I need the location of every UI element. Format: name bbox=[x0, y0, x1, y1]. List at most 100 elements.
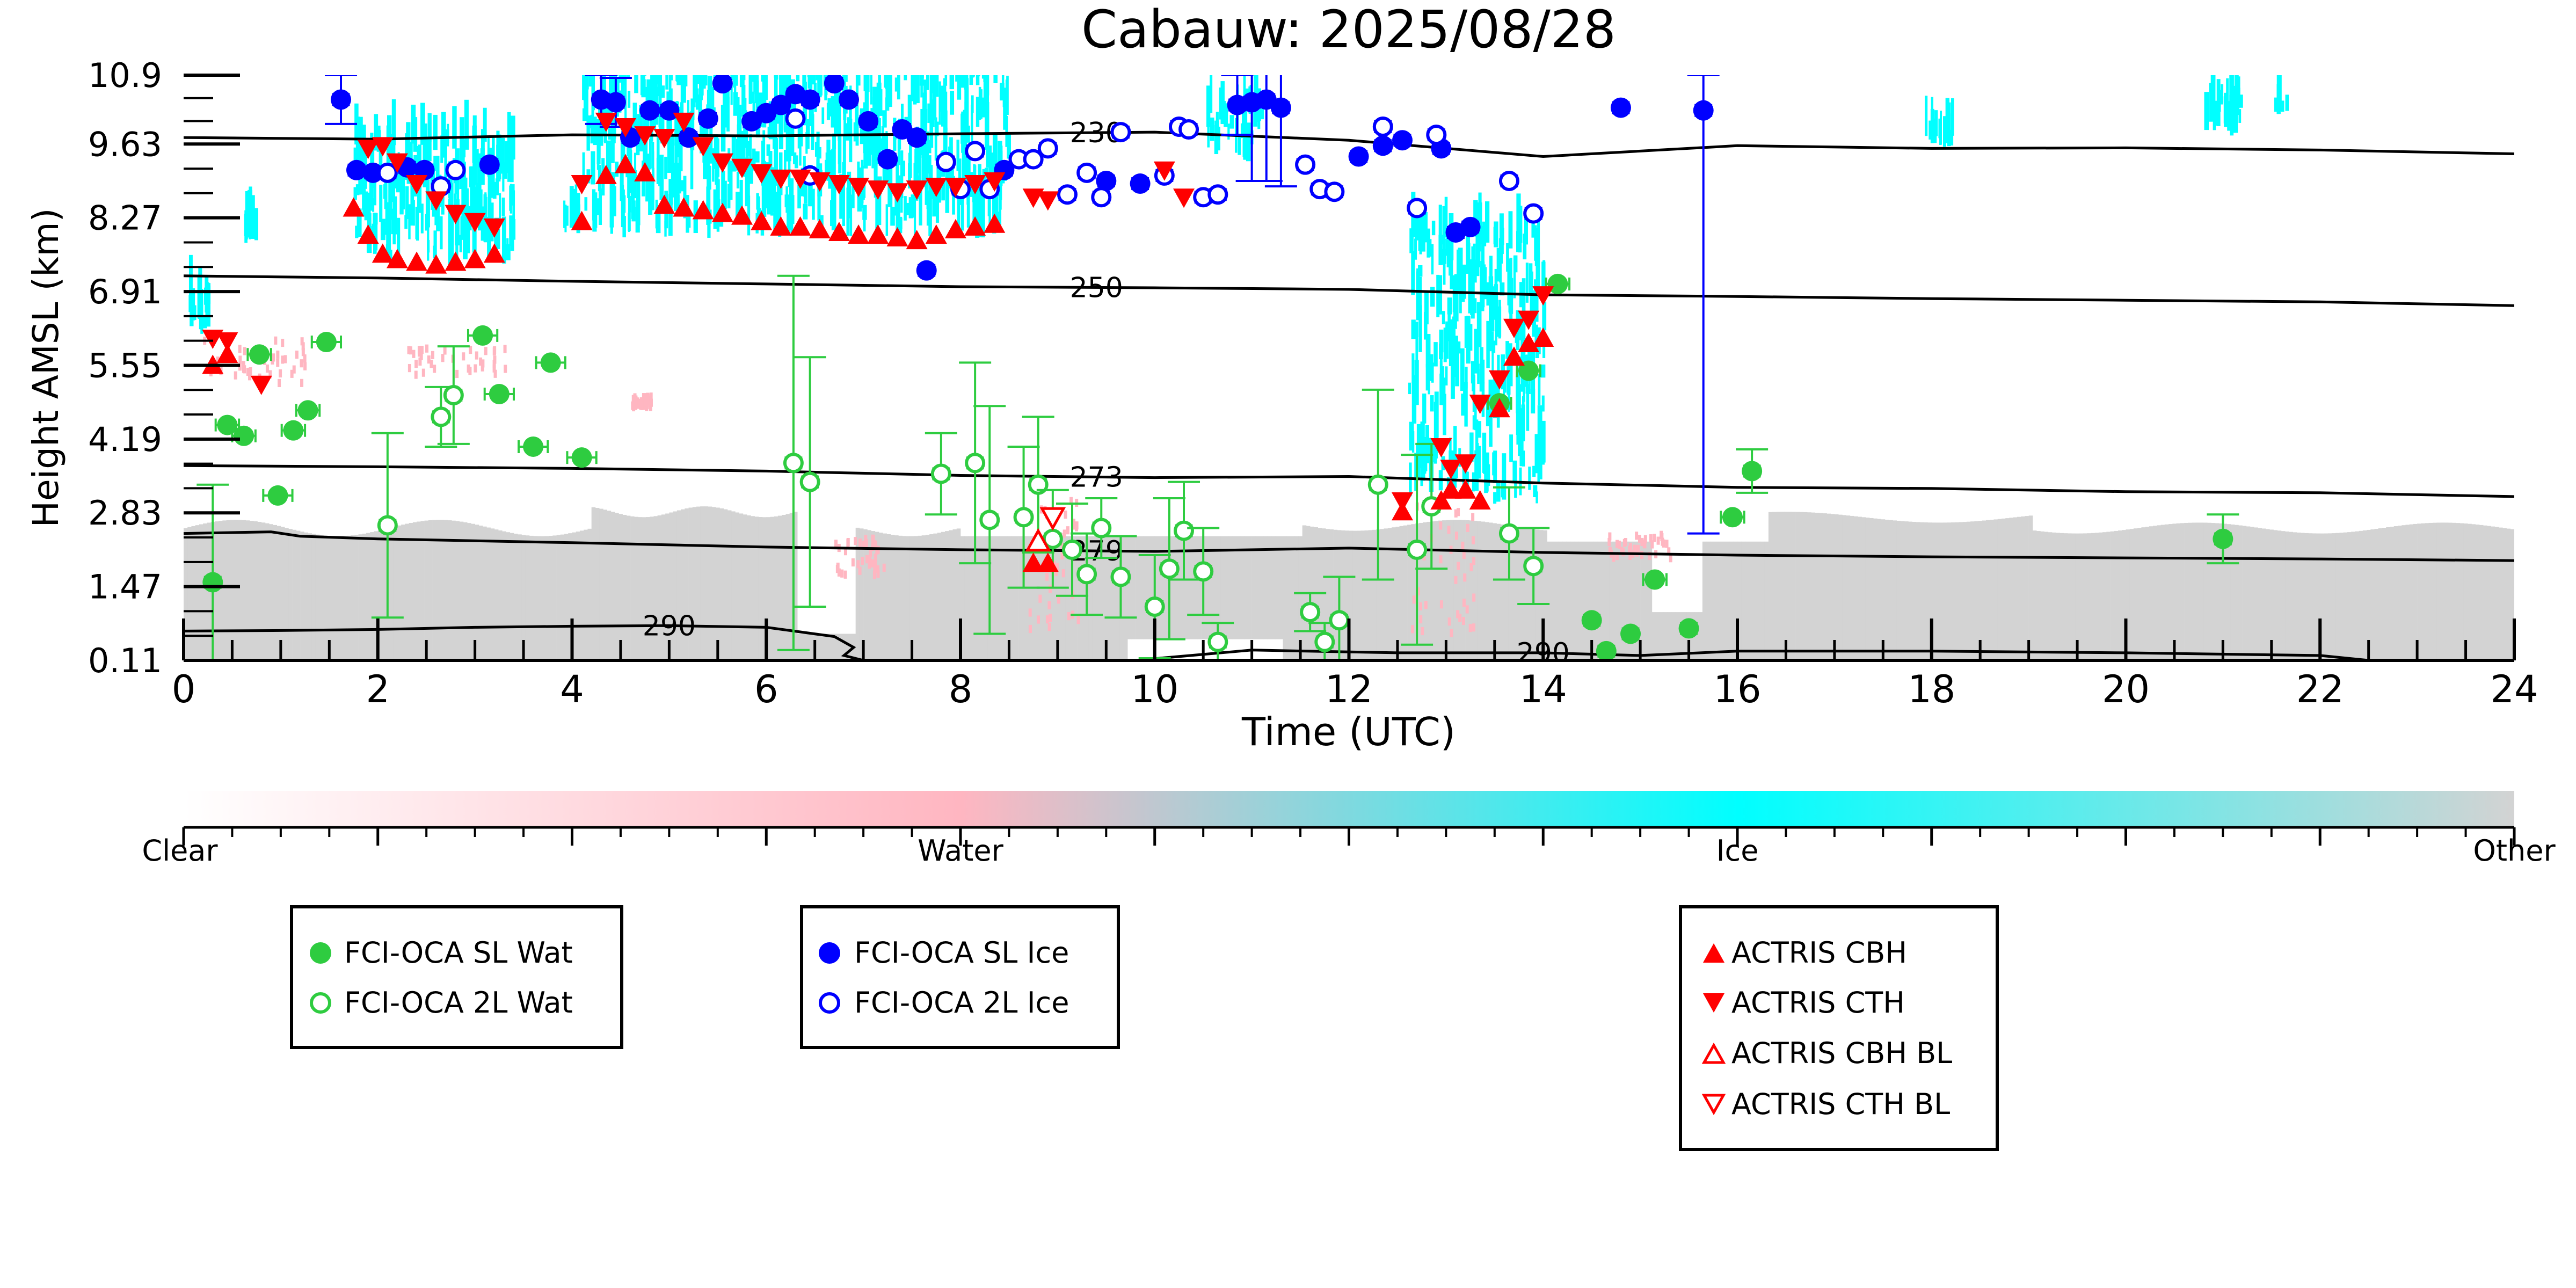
background-cell bbox=[1480, 261, 1485, 282]
background-cell bbox=[537, 536, 541, 660]
background-cell bbox=[1784, 512, 1788, 660]
background-cell bbox=[1261, 105, 1264, 120]
data-point bbox=[858, 111, 879, 132]
background-cell bbox=[649, 403, 652, 411]
background-cell bbox=[1449, 235, 1451, 276]
background-cell bbox=[1462, 598, 1466, 607]
background-cell bbox=[281, 338, 285, 347]
data-point bbox=[445, 159, 466, 180]
background-cell bbox=[2250, 527, 2254, 660]
background-cell bbox=[1189, 536, 1194, 639]
background-cell bbox=[647, 154, 650, 169]
background-cell bbox=[1206, 85, 1211, 127]
background-cell bbox=[626, 515, 631, 660]
background-cell bbox=[643, 133, 648, 171]
data-point bbox=[1295, 154, 1316, 175]
background-cell bbox=[858, 566, 862, 575]
background-cell bbox=[729, 161, 733, 200]
background-cell bbox=[1466, 243, 1471, 274]
background-cell bbox=[1648, 541, 1653, 660]
background-cell bbox=[607, 140, 612, 177]
background-cell bbox=[730, 75, 733, 81]
background-cell bbox=[1760, 541, 1765, 660]
background-cell bbox=[784, 75, 787, 97]
background-cell bbox=[1850, 515, 1854, 660]
background-cell bbox=[1432, 440, 1436, 463]
background-cell bbox=[660, 111, 665, 144]
background-cell bbox=[2060, 533, 2064, 660]
background-cell bbox=[1248, 536, 1252, 639]
background-cell bbox=[335, 536, 339, 660]
background-cell bbox=[249, 204, 252, 234]
background-cell bbox=[636, 177, 641, 225]
background-cell bbox=[941, 180, 945, 201]
background-cell bbox=[1063, 529, 1066, 538]
x-tick-label: 2 bbox=[366, 667, 390, 711]
data-point bbox=[1469, 490, 1491, 510]
colorbar-label-clear: Clear bbox=[142, 834, 218, 868]
background-cell bbox=[281, 355, 285, 364]
background-cell bbox=[200, 294, 203, 324]
background-cell bbox=[2223, 523, 2227, 660]
background-cell bbox=[362, 177, 366, 210]
background-cell bbox=[758, 517, 763, 660]
data-point bbox=[1348, 146, 1369, 167]
background-cell bbox=[752, 75, 754, 82]
background-cell bbox=[331, 536, 336, 660]
background-cell bbox=[1570, 541, 1575, 660]
background-cell bbox=[842, 180, 845, 226]
background-cell bbox=[987, 194, 991, 216]
background-cell bbox=[962, 149, 966, 194]
data-point bbox=[828, 175, 850, 195]
data-point bbox=[1596, 641, 1617, 660]
background-cell bbox=[327, 536, 332, 660]
background-cell bbox=[1562, 541, 1567, 660]
background-cell bbox=[888, 75, 892, 104]
background-cell bbox=[657, 129, 660, 169]
background-cell bbox=[261, 522, 266, 660]
background-cell bbox=[2421, 523, 2425, 660]
background-cell bbox=[1493, 450, 1497, 483]
background-cell bbox=[1430, 521, 1435, 660]
background-cell bbox=[2499, 527, 2503, 660]
background-cell bbox=[596, 129, 601, 159]
background-cell bbox=[768, 151, 773, 198]
background-cell bbox=[1352, 530, 1357, 660]
background-cell bbox=[1491, 331, 1494, 374]
background-cell bbox=[1461, 520, 1466, 660]
background-cell bbox=[1425, 363, 1430, 391]
background-cell bbox=[1501, 481, 1504, 498]
background-cell bbox=[1635, 532, 1639, 540]
background-cell bbox=[1420, 454, 1423, 486]
background-cell bbox=[945, 160, 951, 188]
background-cell bbox=[2359, 530, 2363, 660]
background-cell bbox=[648, 180, 653, 215]
background-cell bbox=[736, 192, 741, 219]
background-cell bbox=[1458, 248, 1463, 293]
background-cell bbox=[1452, 316, 1456, 352]
background-cell bbox=[407, 346, 411, 354]
background-cell bbox=[483, 194, 487, 242]
background-cell bbox=[1447, 526, 1451, 534]
background-cell bbox=[253, 521, 258, 660]
data-point bbox=[867, 224, 889, 244]
background-cell bbox=[265, 523, 270, 660]
background-cell bbox=[1162, 536, 1167, 639]
background-cell bbox=[276, 359, 280, 367]
background-cell bbox=[592, 189, 596, 221]
background-cell bbox=[498, 530, 503, 660]
background-cell bbox=[596, 148, 600, 170]
background-cell bbox=[761, 140, 764, 186]
background-cell bbox=[1745, 541, 1750, 660]
background-cell bbox=[817, 180, 821, 221]
background-cell bbox=[1519, 311, 1523, 340]
x-tick-label: 24 bbox=[2490, 667, 2538, 711]
background-cell bbox=[1007, 134, 1012, 159]
background-cell bbox=[2327, 533, 2332, 660]
background-cell bbox=[1929, 120, 1932, 140]
background-cell bbox=[2402, 525, 2406, 660]
background-cell bbox=[2413, 523, 2418, 660]
background-cell bbox=[300, 532, 304, 660]
background-cell bbox=[1508, 379, 1510, 412]
data-point bbox=[464, 213, 486, 232]
